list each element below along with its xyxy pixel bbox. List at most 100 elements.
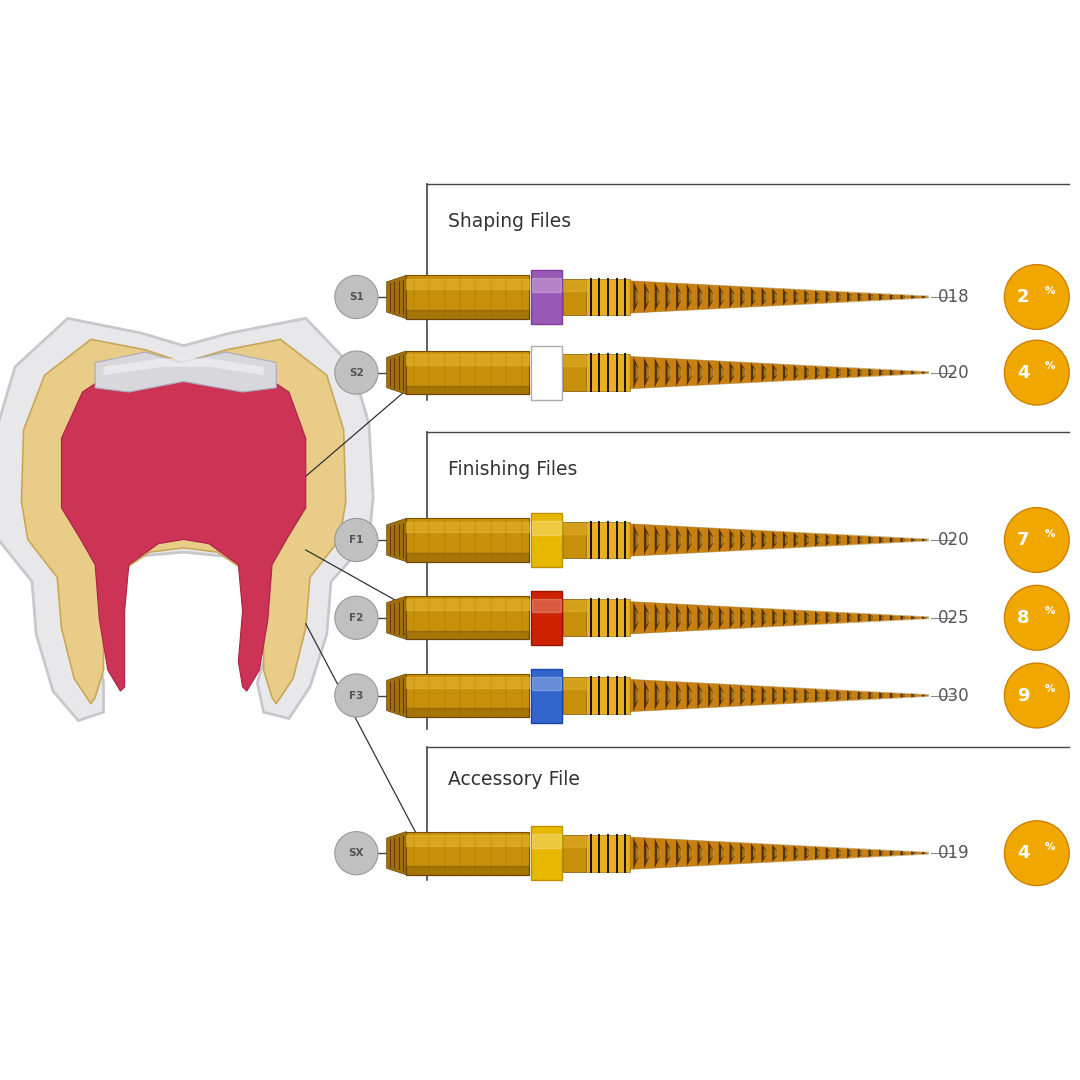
Polygon shape: [678, 366, 681, 379]
Polygon shape: [836, 292, 841, 302]
Polygon shape: [665, 283, 671, 311]
Polygon shape: [881, 693, 885, 698]
Polygon shape: [731, 535, 734, 545]
Circle shape: [335, 351, 378, 394]
Polygon shape: [711, 366, 714, 379]
Polygon shape: [654, 525, 660, 555]
Polygon shape: [721, 690, 725, 701]
Polygon shape: [914, 539, 917, 541]
Polygon shape: [698, 605, 702, 631]
Polygon shape: [901, 616, 905, 620]
FancyBboxPatch shape: [406, 275, 529, 319]
Polygon shape: [785, 368, 788, 377]
Polygon shape: [849, 370, 852, 375]
Polygon shape: [774, 368, 778, 377]
Polygon shape: [826, 611, 831, 624]
Text: Accessory File: Accessory File: [448, 770, 580, 789]
Polygon shape: [764, 691, 767, 700]
Polygon shape: [698, 284, 702, 310]
Polygon shape: [826, 291, 831, 303]
Polygon shape: [630, 281, 929, 313]
Polygon shape: [711, 847, 714, 860]
Polygon shape: [772, 531, 778, 549]
Polygon shape: [751, 363, 756, 382]
Polygon shape: [881, 616, 885, 620]
Polygon shape: [635, 532, 638, 548]
Polygon shape: [860, 295, 863, 299]
Polygon shape: [729, 529, 734, 551]
Polygon shape: [903, 296, 906, 298]
Polygon shape: [687, 840, 691, 866]
Polygon shape: [828, 537, 831, 543]
Polygon shape: [924, 852, 928, 854]
Polygon shape: [654, 357, 660, 388]
Polygon shape: [646, 289, 649, 305]
Polygon shape: [794, 532, 798, 548]
Polygon shape: [807, 294, 810, 300]
Polygon shape: [740, 607, 745, 629]
Polygon shape: [646, 688, 649, 703]
FancyBboxPatch shape: [586, 835, 630, 872]
Polygon shape: [879, 369, 883, 376]
Polygon shape: [890, 692, 894, 699]
Polygon shape: [826, 366, 831, 379]
Polygon shape: [901, 851, 905, 855]
Circle shape: [1004, 585, 1069, 650]
Polygon shape: [772, 288, 778, 306]
Polygon shape: [387, 518, 406, 562]
Polygon shape: [644, 282, 649, 312]
Polygon shape: [635, 688, 638, 703]
Polygon shape: [847, 690, 852, 701]
Polygon shape: [657, 688, 660, 703]
Polygon shape: [753, 848, 756, 859]
Polygon shape: [740, 529, 745, 551]
FancyBboxPatch shape: [563, 677, 586, 714]
Polygon shape: [838, 294, 841, 300]
Polygon shape: [838, 615, 841, 621]
FancyBboxPatch shape: [586, 279, 630, 315]
Polygon shape: [774, 691, 778, 700]
Polygon shape: [815, 847, 820, 860]
Polygon shape: [785, 691, 788, 700]
Polygon shape: [794, 365, 798, 380]
Polygon shape: [761, 530, 767, 550]
FancyBboxPatch shape: [586, 599, 630, 636]
Polygon shape: [858, 536, 863, 544]
Polygon shape: [678, 611, 681, 624]
Polygon shape: [665, 526, 671, 554]
Polygon shape: [676, 681, 680, 710]
Circle shape: [335, 518, 378, 562]
Text: %: %: [1044, 528, 1055, 539]
Polygon shape: [879, 537, 883, 543]
Polygon shape: [914, 852, 917, 854]
Polygon shape: [630, 837, 929, 869]
Polygon shape: [881, 295, 885, 299]
FancyBboxPatch shape: [531, 591, 562, 645]
Polygon shape: [828, 692, 831, 699]
Polygon shape: [807, 615, 810, 621]
Polygon shape: [676, 604, 680, 632]
Polygon shape: [881, 370, 885, 375]
Polygon shape: [742, 535, 745, 545]
Polygon shape: [676, 839, 680, 867]
Polygon shape: [879, 692, 883, 699]
Polygon shape: [818, 369, 821, 376]
Polygon shape: [922, 296, 927, 298]
FancyBboxPatch shape: [563, 835, 586, 872]
Polygon shape: [807, 369, 810, 376]
Polygon shape: [644, 603, 649, 633]
Polygon shape: [805, 688, 809, 703]
Polygon shape: [858, 293, 863, 301]
Polygon shape: [731, 612, 734, 623]
Polygon shape: [719, 361, 724, 384]
Polygon shape: [772, 364, 778, 381]
Polygon shape: [912, 851, 916, 855]
Polygon shape: [104, 359, 264, 375]
Circle shape: [335, 674, 378, 717]
Polygon shape: [849, 295, 852, 299]
Circle shape: [1004, 508, 1069, 572]
Polygon shape: [796, 691, 799, 700]
Polygon shape: [903, 852, 906, 854]
Text: Finishing Files: Finishing Files: [448, 460, 578, 480]
Polygon shape: [689, 534, 692, 546]
